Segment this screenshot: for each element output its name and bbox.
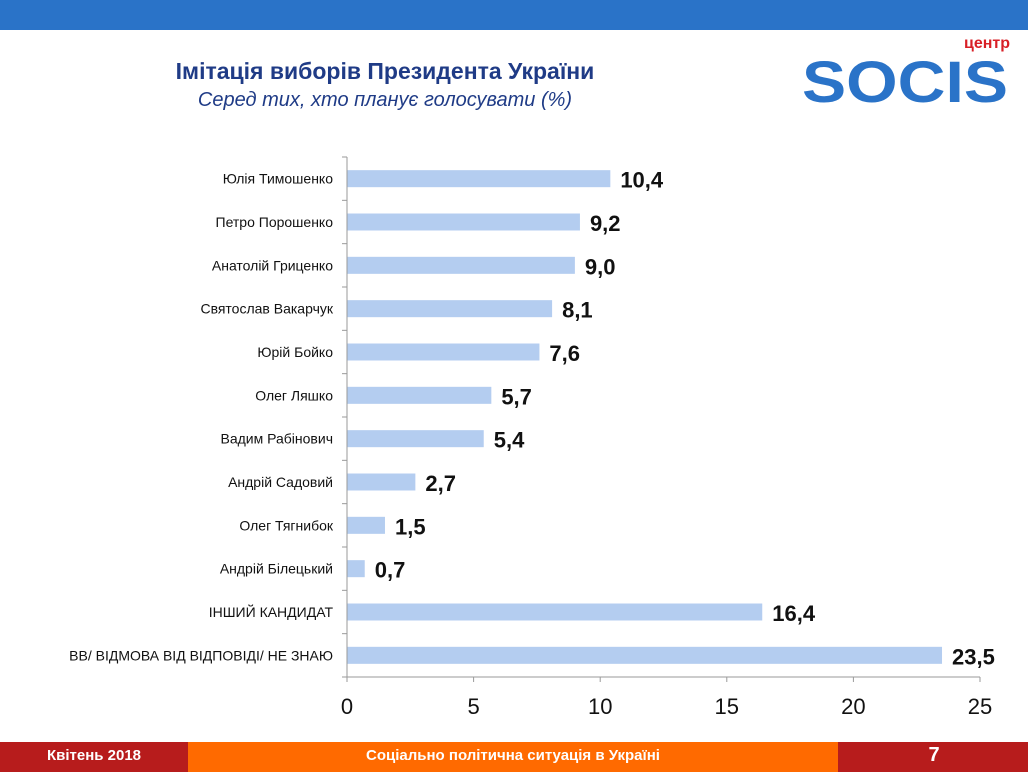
page-number: 7 <box>928 744 940 766</box>
x-tick-label: 20 <box>841 694 865 719</box>
x-tick-label: 25 <box>968 694 992 719</box>
footer-middle-band <box>188 742 838 772</box>
bar <box>347 386 492 404</box>
bar <box>347 300 553 318</box>
slide-subtitle: Серед тих, хто планує голосувати (%) <box>197 89 573 111</box>
value-label: 9,0 <box>585 254 616 279</box>
value-label: 5,7 <box>501 384 532 409</box>
bar <box>347 603 763 621</box>
category-label: Юлія Тимошенко <box>223 171 333 187</box>
category-label: ВВ/ ВІДМОВА ВІД ВІДПОВІДІ/ НЕ ЗНАЮ <box>69 647 333 663</box>
category-label: Олег Ляшко <box>255 387 333 403</box>
value-label: 0,7 <box>375 558 406 583</box>
bar <box>347 430 484 448</box>
category-label: Олег Тягнибок <box>239 517 333 533</box>
value-label: 8,1 <box>562 298 593 323</box>
category-label: Юрій Бойко <box>257 344 333 360</box>
value-label: 7,6 <box>549 341 580 366</box>
bar <box>347 170 611 188</box>
bar <box>347 473 416 491</box>
footer-left-band <box>0 742 188 772</box>
x-tick-label: 0 <box>341 694 353 719</box>
footer-date: Квітень 2018 <box>46 747 142 764</box>
category-label: Петро Порошенко <box>216 214 334 230</box>
bar <box>347 560 365 578</box>
value-label: 16,4 <box>772 601 816 626</box>
category-label: Святослав Вакарчук <box>200 301 333 317</box>
value-label: 9,2 <box>590 211 621 236</box>
category-label: Андрій Білецький <box>220 561 333 577</box>
value-label: 10,4 <box>620 168 664 193</box>
value-label: 2,7 <box>425 471 456 496</box>
value-label: 1,5 <box>395 514 426 539</box>
footer-right-band <box>838 742 1028 772</box>
logo-brand-text: SOCIS <box>802 50 1008 114</box>
category-label: ІНШИЙ КАНДИДАТ <box>209 603 334 620</box>
footer-topic: Соціально політична ситуація в Україні <box>366 747 660 764</box>
bar <box>347 646 943 664</box>
bar <box>347 343 540 361</box>
x-tick-label: 5 <box>467 694 479 719</box>
slide-title: Імітація виборів Президента України <box>175 58 595 84</box>
value-label: 5,4 <box>494 428 525 453</box>
category-label: Анатолій Гриценко <box>212 257 333 273</box>
bar <box>347 256 575 274</box>
category-label: Андрій Садовий <box>228 474 333 490</box>
value-label: 23,5 <box>952 644 995 669</box>
bar <box>347 213 580 231</box>
logo-top-text: центр <box>964 35 1010 52</box>
header-bar <box>0 0 1028 30</box>
socis-logo: центр SOCIS <box>802 35 1010 114</box>
bar <box>347 516 385 534</box>
x-tick-label: 15 <box>715 694 739 719</box>
x-tick-label: 10 <box>588 694 612 719</box>
category-label: Вадим Рабінович <box>221 431 334 447</box>
